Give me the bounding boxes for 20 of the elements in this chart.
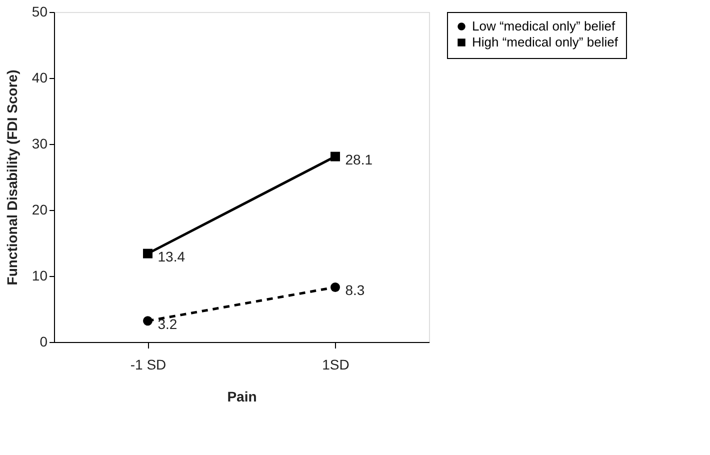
y-tick-label: 50 [32,4,48,20]
y-tick-label: 0 [40,334,48,350]
y-axis-title: Functional Disability (FDI Score) [4,70,20,286]
x-tick-label: 1SD [322,356,350,372]
data-label: 3.2 [158,316,178,332]
x-tick-label: -1 SD [130,356,166,372]
data-label: 28.1 [345,152,373,168]
y-tick-label: 40 [32,70,48,86]
point [143,248,152,258]
point [330,152,340,162]
data-label: 8.3 [345,282,365,298]
data-label: 13.4 [158,248,186,265]
point [330,282,340,292]
legend-label: High “medical only” belief [472,34,618,50]
legend-label: Low “medical only” belief [472,18,616,34]
y-tick-label: 10 [32,268,48,284]
point [143,316,152,326]
y-tick-label: 30 [32,136,48,152]
x-axis-title: Pain [227,388,257,404]
y-tick-label: 20 [32,202,48,218]
